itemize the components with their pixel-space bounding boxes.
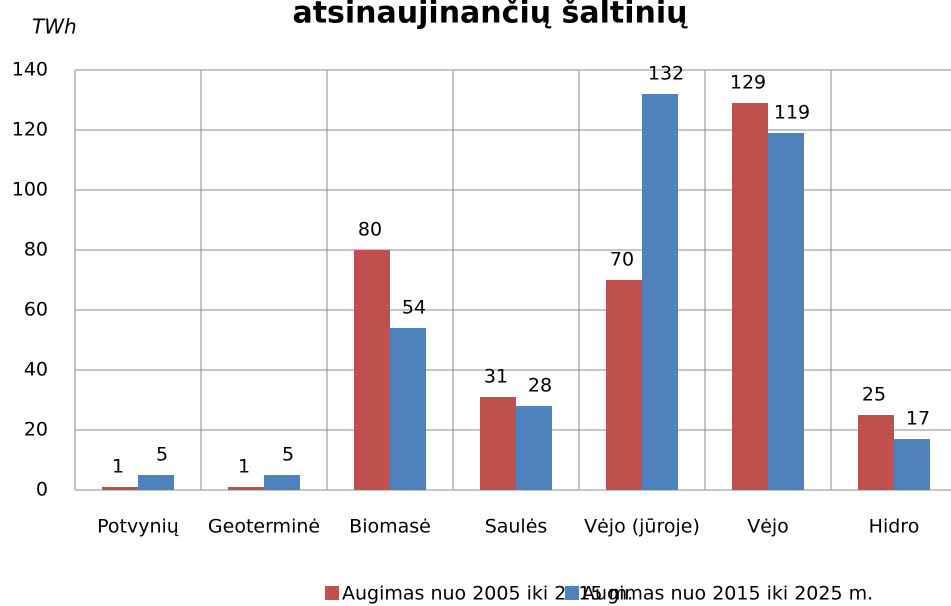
bar — [102, 487, 138, 490]
bar — [480, 397, 516, 490]
y-axis-label: TWh — [32, 15, 77, 39]
x-tick-label: Hidro — [869, 516, 920, 538]
data-label: 5 — [282, 444, 294, 466]
data-label: 17 — [906, 408, 930, 430]
chart-title: atsinaujinančių šaltinių — [292, 0, 688, 31]
bar — [768, 133, 804, 490]
data-label: 28 — [528, 375, 552, 397]
bar — [732, 103, 768, 490]
x-tick-label: Geoterminė — [208, 516, 320, 538]
data-label: 54 — [402, 297, 426, 319]
data-label: 5 — [156, 444, 168, 466]
data-label: 31 — [484, 366, 508, 388]
bar — [516, 406, 552, 490]
y-tick-label: 100 — [12, 179, 48, 201]
data-label: 1 — [112, 456, 124, 478]
bar — [642, 94, 678, 490]
y-tick-label: 120 — [12, 119, 48, 141]
y-tick-label: 80 — [24, 239, 48, 261]
bar — [606, 280, 642, 490]
legend-label: Augimas nuo 2005 iki 2015 m. — [342, 583, 633, 605]
data-label: 25 — [862, 384, 886, 406]
x-tick-label: Saulės — [485, 516, 548, 538]
x-tick-label: Vėjo — [747, 516, 789, 538]
data-label: 70 — [610, 249, 634, 271]
legend-swatch — [565, 586, 579, 600]
y-tick-label: 0 — [36, 479, 48, 501]
data-label: 80 — [358, 219, 382, 241]
bar — [354, 250, 390, 490]
bar — [228, 487, 264, 490]
legend-label: Augimas nuo 2015 iki 2025 m. — [582, 583, 873, 605]
x-tick-label: Vėjo (jūroje) — [584, 516, 700, 538]
y-tick-label: 20 — [24, 419, 48, 441]
x-tick-label: Biomasė — [349, 516, 431, 538]
bar — [894, 439, 930, 490]
data-label: 129 — [730, 72, 766, 94]
y-tick-label: 140 — [12, 59, 48, 81]
y-tick-label: 60 — [24, 299, 48, 321]
bar — [264, 475, 300, 490]
bar — [390, 328, 426, 490]
legend-swatch — [325, 586, 339, 600]
y-tick-label: 40 — [24, 359, 48, 381]
bar — [858, 415, 894, 490]
data-label: 132 — [648, 63, 684, 85]
data-label: 119 — [774, 102, 810, 124]
x-tick-label: Potvynių — [97, 516, 179, 538]
bar — [138, 475, 174, 490]
data-label: 1 — [238, 456, 250, 478]
